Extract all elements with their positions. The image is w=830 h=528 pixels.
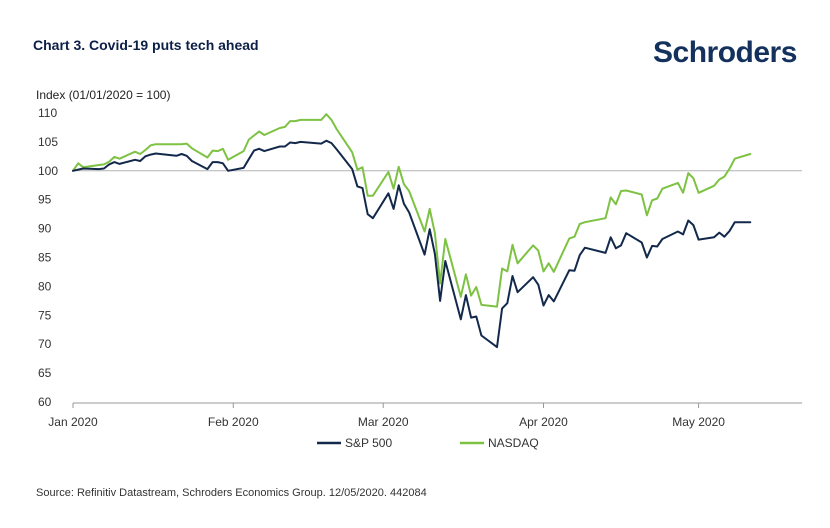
x-tick-label: Mar 2020 <box>358 415 409 429</box>
y-tick-label: 100 <box>38 164 58 178</box>
y-tick-label: 75 <box>38 308 52 322</box>
schroders-logo: Schroders <box>653 36 797 69</box>
y-tick-label: 70 <box>38 337 52 351</box>
y-tick-label: 80 <box>38 279 52 293</box>
y-tick-label: 60 <box>38 395 52 409</box>
legend-label-sp500: S&P 500 <box>345 436 392 450</box>
y-tick-label: 110 <box>38 106 57 120</box>
x-tick-label: Apr 2020 <box>519 415 568 429</box>
y-axis-label: Index (01/01/2020 = 100) <box>36 88 171 102</box>
x-tick-label: Jan 2020 <box>48 415 98 429</box>
series-line-sp500 <box>72 139 752 349</box>
legend: S&P 500 NASDAQ <box>317 436 539 450</box>
series-line-nasdaq <box>72 113 752 308</box>
y-axis-ticks: 110 105 100 95 90 85 80 75 70 65 60 <box>38 106 58 409</box>
x-axis-ticks: Jan 2020 Feb 2020 Mar 2020 Apr 2020 May 2020 <box>48 402 802 429</box>
x-tick-label: May 2020 <box>672 415 725 429</box>
legend-label-nasdaq: NASDAQ <box>488 436 539 450</box>
y-tick-label: 65 <box>38 366 52 380</box>
series-group <box>72 113 752 349</box>
y-tick-label: 85 <box>38 251 52 265</box>
source-note: Source: Refinitiv Datastream, Schroders … <box>36 487 427 499</box>
y-tick-label: 95 <box>38 193 52 207</box>
y-tick-label: 105 <box>38 135 58 149</box>
y-tick-label: 90 <box>38 222 52 236</box>
chart-title: Chart 3. Covid-19 puts tech ahead <box>33 37 259 53</box>
x-tick-label: Feb 2020 <box>208 415 259 429</box>
